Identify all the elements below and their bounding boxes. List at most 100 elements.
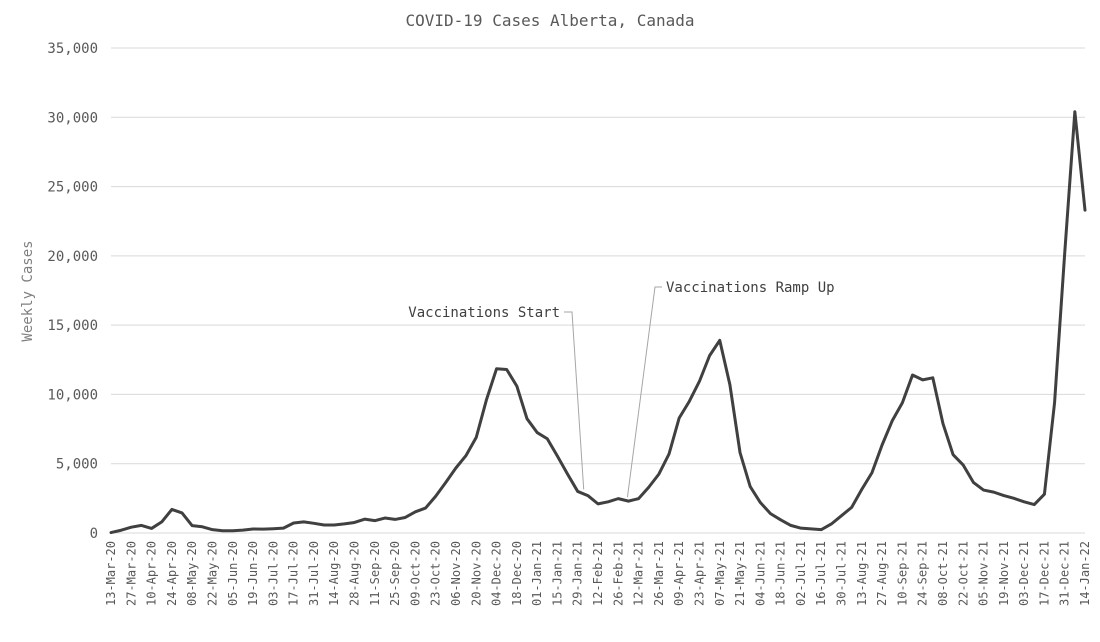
x-tick-label: 10-Sep-21 bbox=[895, 541, 909, 606]
x-tick-label: 23-Apr-21 bbox=[692, 541, 706, 606]
x-tick-label: 20-Nov-20 bbox=[469, 541, 483, 606]
data-point bbox=[840, 514, 843, 517]
data-point bbox=[860, 488, 863, 491]
x-tick-label: 14-Jan-22 bbox=[1078, 541, 1092, 606]
data-point bbox=[1083, 208, 1087, 212]
x-tick-label: 01-Jan-21 bbox=[530, 541, 544, 606]
data-point bbox=[363, 517, 366, 521]
data-point bbox=[1022, 500, 1026, 504]
x-tick-label: 13-Aug-21 bbox=[855, 541, 869, 606]
data-point bbox=[302, 520, 305, 524]
y-tick-label: 20,000 bbox=[47, 249, 98, 265]
data-point bbox=[951, 453, 955, 456]
data-point bbox=[677, 416, 681, 420]
data-point bbox=[880, 443, 884, 447]
data-point bbox=[627, 499, 630, 503]
y-tick-label: 35,000 bbox=[47, 41, 98, 57]
data-point bbox=[292, 521, 295, 525]
data-point bbox=[119, 529, 123, 532]
data-point bbox=[261, 527, 265, 531]
data-point bbox=[241, 528, 245, 532]
data-point bbox=[688, 400, 691, 403]
data-point bbox=[941, 422, 945, 425]
data-point bbox=[637, 497, 640, 500]
x-tick-label: 08-Oct-21 bbox=[936, 541, 950, 606]
x-tick-label: 24-Apr-20 bbox=[165, 541, 179, 606]
annotation-vaccinations-start: Vaccinations Start bbox=[408, 305, 560, 321]
data-point bbox=[738, 451, 742, 454]
data-point bbox=[799, 526, 803, 530]
data-point bbox=[109, 531, 113, 534]
x-tick-label: 27-Aug-21 bbox=[875, 541, 889, 606]
data-point bbox=[180, 511, 184, 515]
x-tick-label: 27-Mar-20 bbox=[124, 541, 138, 606]
data-point bbox=[982, 488, 985, 492]
data-point bbox=[404, 516, 407, 519]
x-tick-label: 09-Apr-21 bbox=[672, 541, 686, 606]
data-point bbox=[566, 472, 569, 476]
data-point bbox=[769, 512, 772, 515]
data-point bbox=[972, 481, 975, 484]
data-point bbox=[272, 527, 275, 530]
series-line bbox=[109, 110, 1087, 535]
data-point bbox=[1053, 401, 1056, 404]
data-point bbox=[535, 431, 539, 434]
x-tick-label: 18-Jun-21 bbox=[774, 541, 788, 606]
x-tick-label: 22-Oct-21 bbox=[956, 541, 970, 606]
y-tick-label: 0 bbox=[90, 526, 98, 542]
data-point bbox=[333, 523, 336, 527]
data-point bbox=[475, 436, 478, 439]
data-point bbox=[931, 376, 935, 379]
annotation-leader-line bbox=[564, 311, 585, 490]
x-tick-label: 03-Jul-20 bbox=[266, 541, 280, 606]
data-point bbox=[901, 401, 904, 404]
x-tick-label: 19-Jun-20 bbox=[246, 541, 260, 606]
data-point bbox=[1073, 110, 1077, 113]
data-point bbox=[485, 398, 488, 402]
data-point bbox=[992, 490, 995, 494]
x-tick-label: 17-Dec-21 bbox=[1037, 541, 1051, 606]
data-point bbox=[130, 525, 133, 529]
data-point bbox=[160, 520, 163, 524]
x-tick-label: 21-May-21 bbox=[733, 541, 747, 606]
x-tick-label: 31-Dec-21 bbox=[1058, 541, 1072, 606]
data-point bbox=[596, 502, 600, 506]
data-point bbox=[556, 454, 559, 458]
annotations: Vaccinations Start Vaccinations Ramp Up bbox=[408, 280, 835, 498]
data-point bbox=[231, 529, 234, 532]
x-tick-label: 09-Oct-20 bbox=[408, 541, 422, 606]
x-tick-label: 11-Sep-20 bbox=[368, 541, 382, 606]
x-tick-label: 23-Oct-20 bbox=[429, 541, 443, 606]
x-tick-label: 17-Jul-20 bbox=[287, 541, 301, 606]
data-point bbox=[170, 508, 174, 511]
data-point bbox=[962, 463, 965, 467]
x-tick-label: 28-Aug-20 bbox=[348, 541, 362, 606]
data-point bbox=[373, 519, 376, 522]
data-point bbox=[789, 524, 792, 527]
x-tick-label: 26-Mar-21 bbox=[652, 541, 666, 606]
data-point bbox=[850, 506, 853, 509]
data-point bbox=[1043, 493, 1046, 496]
x-tick-label: 14-Aug-20 bbox=[327, 541, 341, 606]
data-point bbox=[190, 524, 194, 527]
data-point bbox=[809, 527, 813, 531]
data-point bbox=[393, 518, 397, 521]
data-point bbox=[718, 339, 721, 342]
data-point bbox=[414, 510, 417, 513]
data-point bbox=[911, 373, 914, 377]
data-point bbox=[495, 367, 498, 370]
data-point bbox=[891, 419, 894, 422]
x-tick-label: 26-Feb-21 bbox=[611, 541, 625, 606]
data-point bbox=[830, 522, 833, 526]
annotation-leader-line bbox=[626, 286, 662, 498]
y-axis-label: Weekly Cases bbox=[20, 240, 36, 341]
data-point bbox=[606, 500, 610, 504]
x-tick-label: 03-Dec-21 bbox=[1017, 541, 1031, 606]
data-point bbox=[312, 522, 316, 525]
data-point bbox=[434, 495, 437, 498]
data-point bbox=[444, 481, 448, 484]
data-point bbox=[515, 384, 519, 388]
x-tick-label: 25-Sep-20 bbox=[388, 541, 402, 606]
